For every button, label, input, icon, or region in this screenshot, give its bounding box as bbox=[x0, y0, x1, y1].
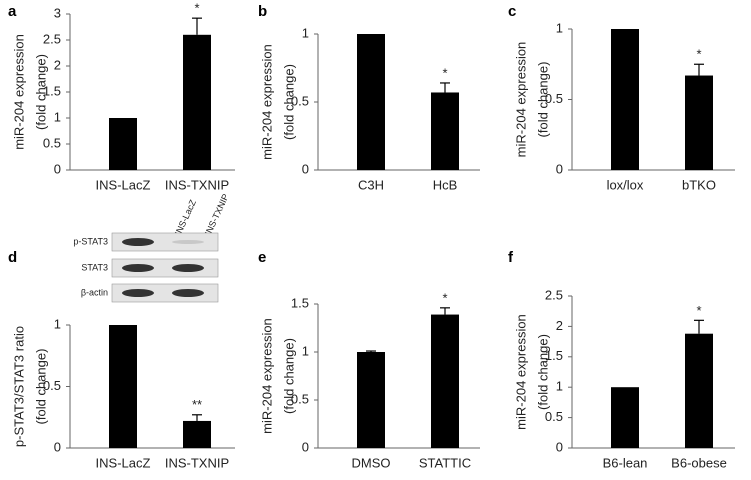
bar bbox=[183, 34, 211, 170]
y-tick-label: 0 bbox=[54, 161, 61, 176]
y-axis-label: miR-204 expression bbox=[11, 34, 26, 150]
y-tick-label: 0 bbox=[302, 439, 309, 454]
blot-row-label: STAT3 bbox=[81, 262, 108, 272]
significance-label: * bbox=[696, 47, 701, 62]
y-axis-label: (fold change) bbox=[535, 62, 550, 138]
x-tick-label: INS-LacZ bbox=[96, 177, 151, 192]
blot-band bbox=[122, 289, 154, 297]
y-axis-label: (fold change) bbox=[281, 338, 296, 414]
y-tick-label: 0.5 bbox=[291, 93, 309, 108]
blot-lane-label: INS-LacZ bbox=[173, 198, 198, 237]
blot-strip bbox=[111, 283, 219, 303]
y-tick-label: 1 bbox=[556, 379, 563, 394]
significance-label: * bbox=[696, 303, 701, 318]
y-axis-label: miR-204 expression bbox=[259, 44, 274, 160]
blot-band bbox=[172, 264, 204, 272]
y-tick-label: 0 bbox=[556, 439, 563, 454]
y-axis-label: (fold change) bbox=[535, 334, 550, 410]
y-tick-label: 0.5 bbox=[43, 378, 61, 393]
y-tick-label: 0.5 bbox=[291, 391, 309, 406]
blot-strip bbox=[111, 258, 219, 278]
y-axis-label: miR-204 expression bbox=[513, 314, 528, 430]
x-tick-label: bTKO bbox=[682, 177, 716, 192]
y-axis-label: p-STAT3/STAT3 ratio bbox=[11, 326, 26, 447]
y-axis-label: (fold change) bbox=[33, 54, 48, 130]
blot-lane-label: INS-TXNIP bbox=[203, 192, 231, 237]
y-tick-label: 2.5 bbox=[545, 287, 563, 302]
y-axis-label: miR-204 expression bbox=[259, 318, 274, 434]
x-tick-label: INS-LacZ bbox=[96, 455, 151, 470]
x-tick-label: STATTIC bbox=[419, 455, 471, 470]
y-axis-label: (fold change) bbox=[281, 64, 296, 140]
y-tick-label: 1.5 bbox=[291, 295, 309, 310]
panel-label: a bbox=[8, 3, 17, 20]
blot-band bbox=[122, 264, 154, 272]
significance-label: * bbox=[442, 290, 447, 305]
significance-label: * bbox=[442, 65, 447, 80]
blot-strip bbox=[111, 232, 219, 252]
y-tick-label: 1 bbox=[302, 343, 309, 358]
blot-band bbox=[172, 240, 204, 244]
x-tick-label: HcB bbox=[433, 177, 458, 192]
y-axis-label: (fold change) bbox=[33, 349, 48, 425]
bar bbox=[109, 325, 137, 448]
y-tick-label: 0.5 bbox=[545, 409, 563, 424]
x-tick-label: INS-TXNIP bbox=[165, 177, 229, 192]
y-tick-label: 0 bbox=[54, 439, 61, 454]
bar bbox=[357, 352, 385, 448]
y-tick-label: 2 bbox=[54, 57, 61, 72]
x-tick-label: C3H bbox=[358, 177, 384, 192]
bar bbox=[611, 387, 639, 448]
y-tick-label: 0.5 bbox=[43, 135, 61, 150]
y-tick-label: 0 bbox=[302, 161, 309, 176]
x-tick-label: INS-TXNIP bbox=[165, 455, 229, 470]
panel-label: f bbox=[508, 249, 514, 266]
bar bbox=[109, 118, 137, 170]
significance-label: * bbox=[194, 1, 199, 16]
y-tick-label: 1 bbox=[556, 20, 563, 35]
bar bbox=[685, 75, 713, 170]
bar bbox=[611, 29, 639, 170]
x-tick-label: DMSO bbox=[352, 455, 391, 470]
y-tick-label: 0.5 bbox=[545, 91, 563, 106]
y-tick-label: 2 bbox=[556, 318, 563, 333]
western-blot: INS-LacZ INS-TXNIP p-STAT3 STAT3 β-actin bbox=[73, 192, 231, 303]
blot-row-label: p-STAT3 bbox=[73, 236, 108, 246]
x-tick-label: B6-obese bbox=[671, 455, 727, 470]
panel-label: b bbox=[258, 3, 267, 20]
x-tick-label: lox/lox bbox=[607, 177, 644, 192]
bar bbox=[685, 333, 713, 448]
blot-band bbox=[122, 238, 154, 246]
y-tick-label: 3 bbox=[54, 5, 61, 20]
y-tick-label: 1.5 bbox=[545, 348, 563, 363]
y-tick-label: 1 bbox=[54, 316, 61, 331]
y-tick-label: 1 bbox=[54, 109, 61, 124]
x-tick-label: B6-lean bbox=[603, 455, 648, 470]
bar bbox=[357, 34, 385, 170]
bar bbox=[183, 420, 211, 448]
y-axis-label: miR-204 expression bbox=[513, 42, 528, 158]
panel-label: e bbox=[258, 249, 266, 266]
bar bbox=[431, 92, 459, 170]
y-tick-label: 1.5 bbox=[43, 83, 61, 98]
significance-label: ** bbox=[192, 397, 202, 412]
blot-row-label: β-actin bbox=[81, 287, 108, 297]
panel-label: c bbox=[508, 3, 516, 20]
y-tick-label: 1 bbox=[302, 25, 309, 40]
bar bbox=[431, 314, 459, 448]
blot-band bbox=[172, 289, 204, 297]
y-tick-label: 0 bbox=[556, 161, 563, 176]
y-tick-label: 2.5 bbox=[43, 31, 61, 46]
panel-label: d bbox=[8, 249, 17, 266]
